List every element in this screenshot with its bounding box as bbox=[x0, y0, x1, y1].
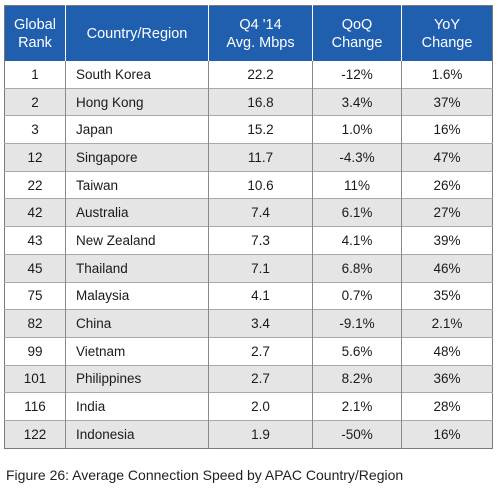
cell-rank: 75 bbox=[4, 281, 66, 310]
cell-avg-mbps: 4.1 bbox=[208, 281, 313, 310]
table-row: 82 China 3.4 -9.1% 2.1% bbox=[4, 309, 493, 338]
header-global-rank: Global Rank bbox=[4, 5, 66, 61]
cell-avg-mbps: 7.1 bbox=[208, 253, 313, 282]
connection-speed-table: Global Rank Country/Region Q4 '14 Avg. M… bbox=[4, 5, 493, 449]
cell-avg-mbps: 2.7 bbox=[208, 336, 313, 366]
cell-qoq-change: -4.3% bbox=[312, 143, 402, 172]
table-row: 42 Australia 7.4 6.1% 27% bbox=[4, 198, 493, 227]
cell-country: Thailand bbox=[65, 253, 209, 282]
cell-country: Japan bbox=[65, 115, 209, 144]
cell-yoy-change: 2.1% bbox=[401, 309, 493, 338]
cell-country: Taiwan bbox=[65, 170, 209, 199]
cell-rank: 82 bbox=[4, 309, 66, 338]
cell-country: Vietnam bbox=[65, 336, 209, 366]
cell-rank: 101 bbox=[4, 364, 66, 393]
table-row: 45 Thailand 7.1 6.8% 46% bbox=[4, 253, 493, 282]
cell-avg-mbps: 1.9 bbox=[208, 419, 313, 449]
table-row: 116 India 2.0 2.1% 28% bbox=[4, 392, 493, 421]
cell-country: Singapore bbox=[65, 143, 209, 172]
table-row: 122 Indonesia 1.9 -50% 16% bbox=[4, 419, 493, 449]
cell-avg-mbps: 2.0 bbox=[208, 392, 313, 421]
cell-qoq-change: -50% bbox=[312, 419, 402, 449]
cell-rank: 42 bbox=[4, 198, 66, 227]
cell-yoy-change: 39% bbox=[401, 226, 493, 255]
cell-qoq-change: 8.2% bbox=[312, 364, 402, 393]
table-row: 43 New Zealand 7.3 4.1% 39% bbox=[4, 226, 493, 255]
cell-rank: 12 bbox=[4, 143, 66, 172]
cell-qoq-change: 11% bbox=[312, 170, 402, 199]
cell-yoy-change: 28% bbox=[401, 392, 493, 421]
table-row: 1 South Korea 22.2 -12% 1.6% bbox=[4, 61, 493, 89]
cell-yoy-change: 48% bbox=[401, 336, 493, 366]
cell-yoy-change: 36% bbox=[401, 364, 493, 393]
cell-rank: 116 bbox=[4, 392, 66, 421]
cell-avg-mbps: 7.4 bbox=[208, 198, 313, 227]
cell-avg-mbps: 15.2 bbox=[208, 115, 313, 144]
table-row: 3 Japan 15.2 1.0% 16% bbox=[4, 115, 493, 144]
cell-rank: 99 bbox=[4, 336, 66, 366]
cell-avg-mbps: 2.7 bbox=[208, 364, 313, 393]
header-yoy-change: YoY Change bbox=[401, 5, 493, 61]
cell-country: Philippines bbox=[65, 364, 209, 393]
cell-qoq-change: 4.1% bbox=[312, 226, 402, 255]
cell-country: India bbox=[65, 392, 209, 421]
cell-country: South Korea bbox=[65, 61, 209, 89]
cell-country: Hong Kong bbox=[65, 87, 209, 116]
cell-country: China bbox=[65, 309, 209, 338]
table-row: 99 Vietnam 2.7 5.6% 48% bbox=[4, 336, 493, 366]
cell-qoq-change: -12% bbox=[312, 61, 402, 89]
cell-avg-mbps: 3.4 bbox=[208, 309, 313, 338]
cell-yoy-change: 16% bbox=[401, 419, 493, 449]
table-row: 2 Hong Kong 16.8 3.4% 37% bbox=[4, 87, 493, 116]
cell-qoq-change: 2.1% bbox=[312, 392, 402, 421]
cell-rank: 3 bbox=[4, 115, 66, 144]
table-row: 12 Singapore 11.7 -4.3% 47% bbox=[4, 143, 493, 172]
cell-rank: 22 bbox=[4, 170, 66, 199]
cell-country: Indonesia bbox=[65, 419, 209, 449]
cell-qoq-change: 3.4% bbox=[312, 87, 402, 116]
cell-qoq-change: 0.7% bbox=[312, 281, 402, 310]
table-row: 75 Malaysia 4.1 0.7% 35% bbox=[4, 281, 493, 310]
cell-qoq-change: 6.1% bbox=[312, 198, 402, 227]
cell-qoq-change: 1.0% bbox=[312, 115, 402, 144]
table-row: 22 Taiwan 10.6 11% 26% bbox=[4, 170, 493, 199]
cell-yoy-change: 26% bbox=[401, 170, 493, 199]
cell-rank: 1 bbox=[4, 61, 66, 89]
header-row: Global Rank Country/Region Q4 '14 Avg. M… bbox=[4, 5, 493, 61]
cell-rank: 2 bbox=[4, 87, 66, 116]
table-row: 101 Philippines 2.7 8.2% 36% bbox=[4, 364, 493, 393]
cell-yoy-change: 1.6% bbox=[431, 66, 463, 82]
header-qoq-change: QoQ Change bbox=[312, 5, 402, 61]
cell-yoy-change: 47% bbox=[401, 143, 493, 172]
cell-country: New Zealand bbox=[65, 226, 209, 255]
cell-avg-mbps: 16.8 bbox=[208, 87, 313, 116]
cell-yoy-change: 16% bbox=[401, 115, 493, 144]
cell-yoy-change: 27% bbox=[401, 198, 493, 227]
cell-avg-mbps: 11.7 bbox=[208, 143, 313, 172]
cell-avg-mbps: 22.2 bbox=[208, 61, 313, 89]
figure-caption: Figure 26: Average Connection Speed by A… bbox=[6, 467, 404, 483]
cell-country: Australia bbox=[65, 198, 209, 227]
cell-yoy-change: 37% bbox=[401, 87, 493, 116]
cell-avg-mbps: 7.3 bbox=[208, 226, 313, 255]
cell-rank: 122 bbox=[4, 419, 66, 449]
cell-yoy-change: 46% bbox=[401, 253, 493, 282]
header-country-region: Country/Region bbox=[65, 5, 209, 61]
cell-qoq-change: -9.1% bbox=[312, 309, 402, 338]
cell-rank: 45 bbox=[4, 253, 66, 282]
cell-country: Malaysia bbox=[65, 281, 209, 310]
cell-rank: 43 bbox=[4, 226, 66, 255]
cell-qoq-change: 6.8% bbox=[312, 253, 402, 282]
table-body: 1 South Korea 22.2 -12% 1.6% 2 Hong Kong 16.8 3.… bbox=[4, 61, 493, 449]
cell-avg-mbps: 10.6 bbox=[208, 170, 313, 199]
header-avg-mbps: Q4 '14 Avg. Mbps bbox=[208, 5, 313, 61]
cell-yoy-change: 35% bbox=[401, 281, 493, 310]
cell-qoq-change: 5.6% bbox=[312, 336, 402, 366]
